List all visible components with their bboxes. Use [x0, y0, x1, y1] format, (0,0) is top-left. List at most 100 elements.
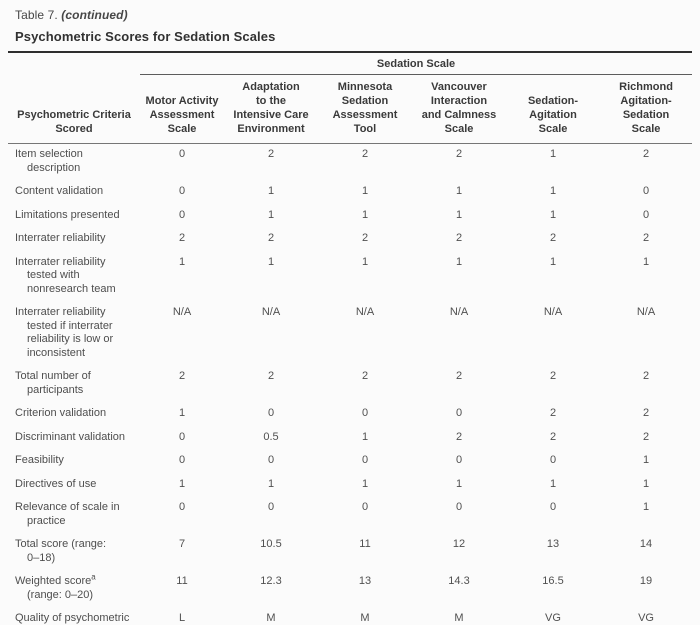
- table-row: Directives of use 1 1 1 1 1 1: [8, 474, 692, 498]
- score-cell: 1: [267, 208, 275, 221]
- score-cell: 13: [546, 538, 560, 550]
- criteria-label: Criterion validation: [15, 407, 107, 419]
- group-header-spacer: [8, 52, 140, 75]
- score-cell: 2: [178, 232, 186, 244]
- score-cell: 0: [455, 407, 463, 419]
- table-row: Limitations presented 0 1 1 1 1 0: [8, 205, 692, 229]
- scale-column-header: Vancouver Interaction and Calmness Scale: [412, 74, 506, 144]
- table-row: Item selection description 0 2 2 2 1 2: [8, 144, 692, 182]
- score-cell: 2: [455, 232, 463, 244]
- score-cell: 0: [178, 208, 186, 221]
- score-cell: 0: [455, 501, 463, 513]
- score-cell: 1: [549, 185, 557, 197]
- score-cell: 2: [178, 370, 186, 382]
- score-cell: 19: [639, 575, 653, 587]
- score-cell: 1: [549, 208, 557, 221]
- criteria-label: Interrater reliability tested with nonre…: [15, 255, 116, 295]
- score-cell: 1: [549, 255, 557, 268]
- score-cell: 0: [178, 185, 186, 197]
- table-continued-note: (continued): [61, 8, 128, 22]
- scale-column-header: Minnesota Sedation Assessment Tool: [318, 74, 412, 144]
- score-cell: 0: [549, 501, 557, 513]
- score-cell: 1: [361, 255, 369, 268]
- score-cell: 7: [178, 538, 186, 550]
- column-header-row: Psychometric Criteria Scored Motor Activ…: [8, 74, 693, 144]
- score-cell: 2: [642, 232, 650, 244]
- score-cell: 1: [642, 477, 650, 490]
- criteria-label: Interrater reliability: [15, 232, 106, 244]
- row-header-label: Psychometric Criteria Scored: [8, 74, 140, 144]
- criteria-label: Weighted scorea (range: 0–20): [15, 572, 96, 601]
- score-cell: 0: [361, 407, 369, 419]
- score-cell: 12: [452, 538, 466, 550]
- score-cell: 0: [267, 407, 275, 419]
- criteria-label: Quality of psychometric evidence (based …: [15, 612, 130, 624]
- score-cell: 12.3: [260, 575, 282, 587]
- score-cell: 2: [361, 370, 369, 382]
- psychometric-scores-table: Sedation Scale Psychometric Criteria Sco…: [8, 51, 693, 625]
- score-cell: 16.5: [542, 575, 564, 587]
- table-row: Discriminant validation 0 0.5 1 2 2 2: [8, 427, 692, 451]
- score-cell: 1: [178, 477, 186, 490]
- table-number-line: Table 7. (continued): [15, 8, 692, 22]
- table-row: Relevance of scale in practice 0 0 0 0 0 1: [8, 497, 692, 534]
- criteria-label: Content validation: [15, 185, 104, 197]
- table-caption-block: Table 7. (continued) Psychometric Scores…: [8, 8, 692, 44]
- score-cell: 1: [267, 185, 275, 197]
- scale-column-header: Adaptation to the Intensive Care Environ…: [224, 74, 318, 144]
- group-header: Sedation Scale: [140, 52, 693, 75]
- score-cell: 11: [176, 575, 188, 587]
- score-cell: L: [178, 612, 186, 624]
- score-cell: 14: [639, 538, 653, 550]
- score-cell: 1: [549, 477, 557, 490]
- score-cell: 2: [549, 370, 557, 382]
- score-cell: 0: [642, 185, 650, 197]
- criteria-label: Interrater reliability tested if interra…: [15, 306, 114, 359]
- score-cell: M: [360, 612, 370, 624]
- score-cell: 1: [455, 185, 463, 197]
- score-cell: 1: [549, 148, 557, 160]
- table-row: Quality of psychometric evidence (based …: [8, 608, 692, 625]
- score-cell: 0: [361, 454, 369, 466]
- score-cell: N/A: [636, 306, 656, 318]
- table-row: Total score (range: 0–18) 7 10.5 11 12 13 14: [8, 534, 692, 571]
- footnote-marker: a: [91, 572, 96, 582]
- table-row: Feasibility 0 0 0 0 0 1: [8, 450, 692, 474]
- score-cell: N/A: [355, 306, 375, 318]
- score-cell: M: [454, 612, 464, 624]
- criteria-label: Directives of use: [15, 477, 97, 490]
- score-cell: 1: [361, 430, 369, 443]
- score-cell: 1: [267, 255, 275, 268]
- score-cell: 0.5: [263, 430, 279, 443]
- score-cell: 2: [549, 232, 557, 244]
- score-cell: 1: [361, 185, 369, 197]
- criteria-label: Feasibility: [15, 454, 64, 466]
- score-cell: 1: [361, 477, 369, 490]
- score-cell: 2: [549, 407, 557, 419]
- score-cell: N/A: [449, 306, 469, 318]
- score-cell: 2: [549, 430, 557, 443]
- score-cell: 0: [178, 501, 186, 513]
- score-cell: N/A: [261, 306, 281, 318]
- table-row: Criterion validation 1 0 0 0 2 2: [8, 403, 692, 427]
- scale-column-header: Motor Activity Assessment Scale: [140, 74, 224, 144]
- table-row: Weighted scorea (range: 0–20) 11 12.3 13 14.…: [8, 571, 692, 608]
- score-cell: 2: [455, 370, 463, 382]
- score-cell: M: [266, 612, 276, 624]
- criteria-label: Relevance of scale in practice: [15, 501, 120, 527]
- score-cell: 0: [455, 454, 463, 466]
- scale-column-header: Sedation- Agitation Scale: [506, 74, 600, 144]
- score-cell: 2: [642, 430, 650, 443]
- score-cell: 1: [455, 477, 463, 490]
- criteria-label: Limitations presented: [15, 208, 120, 221]
- score-cell: N/A: [172, 306, 192, 318]
- score-cell: 2: [455, 148, 463, 160]
- score-cell: 0: [267, 501, 275, 513]
- score-cell: 11: [359, 538, 371, 550]
- score-cell: 0: [642, 208, 650, 221]
- score-cell: 2: [642, 407, 650, 419]
- score-cell: 10.5: [260, 538, 282, 550]
- score-cell: 1: [455, 208, 463, 221]
- score-cell: 2: [267, 148, 275, 160]
